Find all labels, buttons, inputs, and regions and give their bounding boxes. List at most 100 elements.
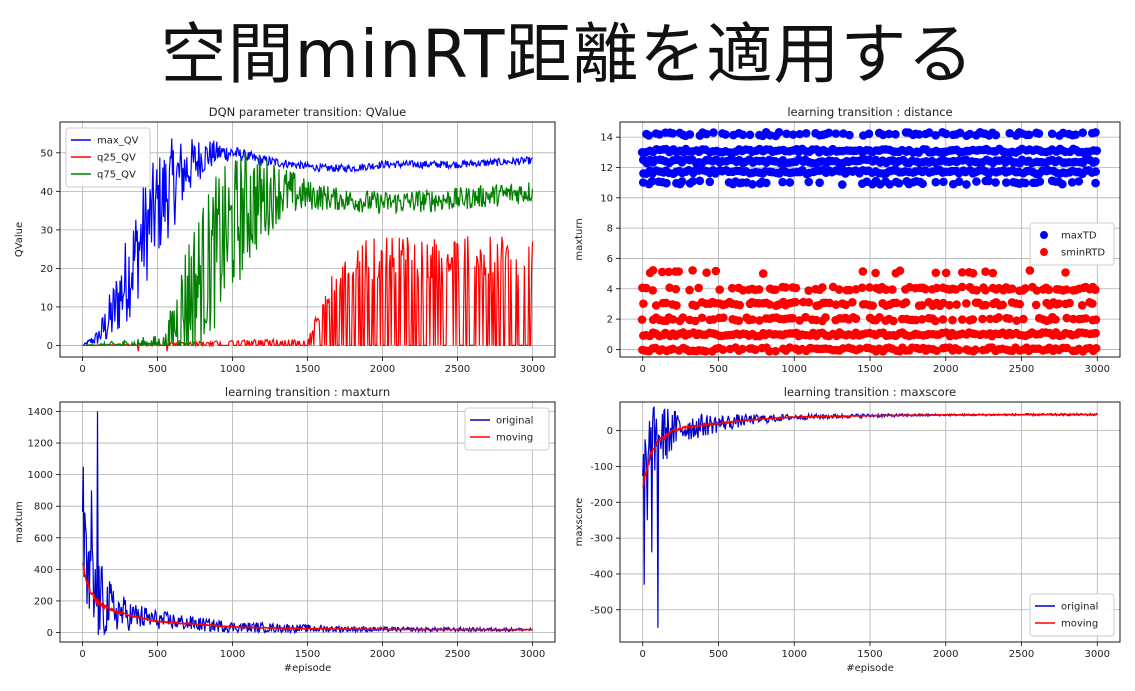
scatter-point xyxy=(738,130,748,140)
scatter-point xyxy=(978,314,987,324)
y-tick-label: 400 xyxy=(34,565,53,576)
x-tick-label: 1000 xyxy=(220,364,245,375)
scatter-point xyxy=(761,178,771,188)
scatter-point xyxy=(637,315,647,324)
chart-distance: learning transition : distance 0 500 1000 15… xyxy=(574,105,1121,375)
x-tick-label: 2000 xyxy=(370,649,395,660)
scatter-point xyxy=(888,285,897,294)
scatter-point xyxy=(677,177,687,186)
chart-maxturn: learning transition : maxturn 0 500 1000 150… xyxy=(14,385,556,674)
scatter-point xyxy=(1074,177,1084,186)
scatter-point xyxy=(981,285,990,295)
x-tick-label: 500 xyxy=(148,649,167,660)
scatter-point xyxy=(648,286,657,295)
series-line-q75_QV xyxy=(82,151,534,348)
scatter-point xyxy=(991,130,1001,140)
scatter-point xyxy=(697,313,707,323)
legend-label: q75_QV xyxy=(97,170,136,181)
scatter-point xyxy=(1067,177,1077,187)
scatter-point xyxy=(727,283,737,293)
scatter-point xyxy=(657,267,667,277)
scatter-point xyxy=(651,301,661,310)
scatter-point xyxy=(804,177,814,187)
y-tick-label: -100 xyxy=(590,462,613,473)
x-tick-label: 500 xyxy=(709,364,728,375)
y-tick-label: 0 xyxy=(607,345,613,356)
scatter-point xyxy=(1092,146,1102,156)
x-tick-label: 1500 xyxy=(857,649,882,660)
y-tick-label: -300 xyxy=(590,534,613,545)
series-sminRTD xyxy=(637,265,1101,356)
x-tick-label: 0 xyxy=(79,649,85,660)
scatter-point xyxy=(664,267,674,277)
scatter-point xyxy=(715,285,724,294)
scatter-point xyxy=(685,130,695,139)
scatter-point xyxy=(791,297,800,307)
plot-frame xyxy=(619,401,1121,643)
scatter-point xyxy=(924,128,934,137)
legend-box xyxy=(1029,222,1115,266)
scatter-point xyxy=(1031,300,1041,310)
scatter-point xyxy=(1021,178,1030,188)
scatter-point xyxy=(1062,285,1071,294)
legend-marker xyxy=(1040,248,1048,257)
y-tick-label: 40 xyxy=(40,187,53,198)
scatter-point xyxy=(791,283,801,293)
scatter-point xyxy=(994,313,1004,322)
scatter-point xyxy=(858,267,868,276)
scatter-point xyxy=(804,286,813,295)
scatter-point xyxy=(972,286,982,295)
chart-maxscore: learning transition : maxscore 0 500 1000 15… xyxy=(574,385,1121,674)
scatter-point xyxy=(1091,128,1100,137)
scatter-point xyxy=(957,268,967,277)
x-tick-label: 2000 xyxy=(933,649,958,660)
legend-label: moving xyxy=(496,433,533,444)
scatter-point xyxy=(1077,301,1087,310)
scatter-point xyxy=(891,298,901,308)
legend: original moving xyxy=(464,407,550,451)
plot-frame xyxy=(59,121,556,358)
scatter-point xyxy=(968,268,978,278)
scatter-point xyxy=(988,268,998,278)
scatter-point xyxy=(668,315,678,324)
scatter-point xyxy=(948,315,957,325)
legend-label: moving xyxy=(1061,619,1098,630)
scatter-point xyxy=(871,268,880,278)
x-axis-label: #episode xyxy=(284,663,332,674)
scatter-point xyxy=(972,177,981,186)
scatter-point xyxy=(735,300,745,310)
y-tick-label: 30 xyxy=(40,225,53,236)
scatter-point xyxy=(1078,128,1088,138)
scatter-point xyxy=(765,346,774,356)
scatter-point xyxy=(754,285,764,294)
scatter-point xyxy=(962,299,971,308)
y-axis-label: maxscore xyxy=(574,498,585,547)
scatter-point xyxy=(702,129,711,139)
x-tick-label: 3000 xyxy=(520,364,545,375)
scatter-point xyxy=(931,177,941,187)
scatter-point xyxy=(1081,314,1091,323)
scatter-point xyxy=(917,314,927,324)
x-tick-label: 1000 xyxy=(782,649,807,660)
scatter-point xyxy=(884,129,894,139)
scatter-point xyxy=(718,345,728,354)
scatter-point xyxy=(901,298,911,307)
y-tick-label: 6 xyxy=(607,254,613,265)
x-tick-label: 2500 xyxy=(445,649,470,660)
x-tick-label: 2500 xyxy=(445,364,470,375)
scatter-point xyxy=(952,300,961,309)
series-line-max_QV xyxy=(82,138,533,347)
scatter-point xyxy=(831,300,841,309)
y-tick-label: 200 xyxy=(34,596,53,607)
scatter-point xyxy=(734,316,744,325)
y-axis-label: QValue xyxy=(14,222,25,257)
y-tick-label: 14 xyxy=(600,133,613,144)
scatter-point xyxy=(915,130,924,139)
scatter-point xyxy=(1032,286,1042,295)
x-tick-label: 0 xyxy=(640,649,646,660)
scatter-point xyxy=(1091,285,1100,294)
legend-box xyxy=(65,127,151,188)
scatter-point xyxy=(868,301,877,310)
scatter-point xyxy=(941,268,951,278)
scatter-point xyxy=(647,176,657,186)
